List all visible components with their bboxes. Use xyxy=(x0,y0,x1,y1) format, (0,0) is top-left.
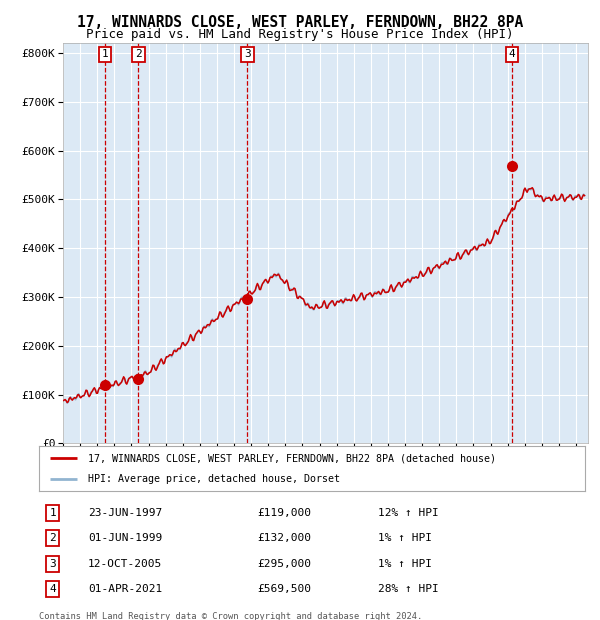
Text: £132,000: £132,000 xyxy=(257,533,311,543)
Text: 17, WINNARDS CLOSE, WEST PARLEY, FERNDOWN, BH22 8PA: 17, WINNARDS CLOSE, WEST PARLEY, FERNDOW… xyxy=(77,15,523,30)
Text: 3: 3 xyxy=(49,559,56,569)
Text: 4: 4 xyxy=(49,584,56,594)
Text: 12-OCT-2005: 12-OCT-2005 xyxy=(88,559,163,569)
Text: Price paid vs. HM Land Registry's House Price Index (HPI): Price paid vs. HM Land Registry's House … xyxy=(86,29,514,41)
Text: 1% ↑ HPI: 1% ↑ HPI xyxy=(377,533,431,543)
Text: £295,000: £295,000 xyxy=(257,559,311,569)
Text: 17, WINNARDS CLOSE, WEST PARLEY, FERNDOWN, BH22 8PA (detached house): 17, WINNARDS CLOSE, WEST PARLEY, FERNDOW… xyxy=(88,453,496,464)
Text: 3: 3 xyxy=(244,50,251,60)
Text: 28% ↑ HPI: 28% ↑ HPI xyxy=(377,584,438,594)
Text: £119,000: £119,000 xyxy=(257,508,311,518)
Text: 1: 1 xyxy=(102,50,109,60)
Text: 2: 2 xyxy=(135,50,142,60)
Text: 23-JUN-1997: 23-JUN-1997 xyxy=(88,508,163,518)
Text: 1: 1 xyxy=(49,508,56,518)
Text: 1% ↑ HPI: 1% ↑ HPI xyxy=(377,559,431,569)
Text: 4: 4 xyxy=(509,50,515,60)
Text: 12% ↑ HPI: 12% ↑ HPI xyxy=(377,508,438,518)
Text: HPI: Average price, detached house, Dorset: HPI: Average price, detached house, Dors… xyxy=(88,474,340,484)
Text: Contains HM Land Registry data © Crown copyright and database right 2024.
This d: Contains HM Land Registry data © Crown c… xyxy=(39,612,422,620)
Text: 01-APR-2021: 01-APR-2021 xyxy=(88,584,163,594)
Text: £569,500: £569,500 xyxy=(257,584,311,594)
Text: 01-JUN-1999: 01-JUN-1999 xyxy=(88,533,163,543)
Text: 2: 2 xyxy=(49,533,56,543)
